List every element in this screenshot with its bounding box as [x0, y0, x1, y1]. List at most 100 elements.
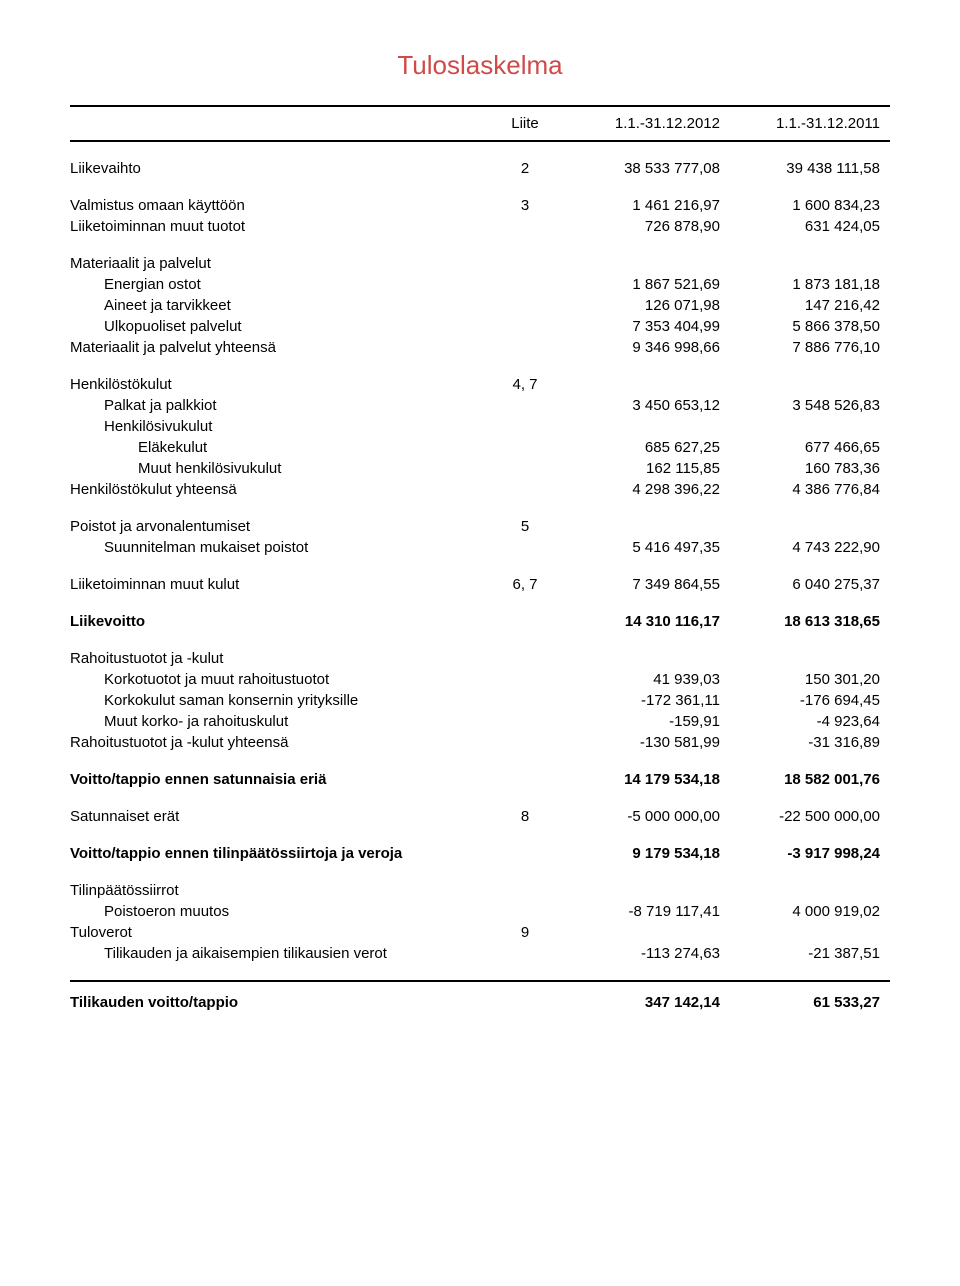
row-value-current: 7 353 404,99	[560, 316, 720, 337]
row-label: Materiaalit ja palvelut	[70, 253, 490, 274]
row-value-current: 9 346 998,66	[560, 337, 720, 358]
table-row: Aineet ja tarvikkeet 126 071,98147 216,42	[70, 295, 890, 316]
header-liite: Liite	[490, 113, 560, 134]
table-row: Tilinpäätössiirrot	[70, 880, 890, 901]
table-row: Liikevaihto238 533 777,0839 438 111,58	[70, 158, 890, 179]
row-value-current: -159,91	[560, 711, 720, 732]
row-value-previous: -3 917 998,24	[720, 843, 880, 864]
row-liite: 4, 7	[490, 374, 560, 395]
row-gap	[70, 358, 890, 374]
row-label: Liiketoiminnan muut tuotot	[70, 216, 490, 237]
row-gap	[70, 237, 890, 253]
row-gap	[70, 500, 890, 516]
table-row: Poistoeron muutos -8 719 117,414 000 919,…	[70, 901, 890, 922]
row-label: Suunnitelman mukaiset poistot	[70, 537, 490, 558]
row-label: Henkilöstökulut	[70, 374, 490, 395]
row-gap	[70, 595, 890, 611]
row-value-previous: 150 301,20	[720, 669, 880, 690]
row-label: Tilikauden ja aikaisempien tilikausien v…	[70, 943, 490, 964]
row-label: Ulkopuoliset palvelut	[70, 316, 490, 337]
table-row: Muut henkilösivukulut162 115,85160 783,3…	[70, 458, 890, 479]
row-value-current: -172 361,11	[560, 690, 720, 711]
row-label: Liikevoitto	[70, 611, 490, 632]
table-row: Voitto/tappio ennen tilinpäätössiirtoja …	[70, 843, 890, 864]
row-value-current: 1 867 521,69	[560, 274, 720, 295]
table-row: Muut korko- ja rahoituskulut-159,91-4 92…	[70, 711, 890, 732]
row-label: Satunnaiset erät	[70, 806, 490, 827]
row-liite: 2	[490, 158, 560, 179]
row-value-current: 14 310 116,17	[560, 611, 720, 632]
row-label: Korkokulut saman konsernin yrityksille	[70, 690, 490, 711]
row-value-previous: 4 000 919,02	[720, 901, 880, 922]
row-value-previous: -176 694,45	[720, 690, 880, 711]
table-row: Henkilösivukulut	[70, 416, 890, 437]
row-label: Henkilöstökulut yhteensä	[70, 479, 490, 500]
row-liite: 9	[490, 922, 560, 943]
row-value-previous: -22 500 000,00	[720, 806, 880, 827]
row-value-current: 1 461 216,97	[560, 195, 720, 216]
row-value-previous: 147 216,42	[720, 295, 880, 316]
row-label: Palkat ja palkkiot	[70, 395, 490, 416]
row-label: Rahoitustuotot ja -kulut	[70, 648, 490, 669]
table-row: Poistot ja arvonalentumiset5	[70, 516, 890, 537]
row-gap	[70, 827, 890, 843]
row-label: Voitto/tappio ennen satunnaisia eriä	[70, 769, 490, 790]
row-value-current: 3 450 653,12	[560, 395, 720, 416]
row-label: Tuloverot	[70, 922, 490, 943]
row-value-current: 9 179 534,18	[560, 843, 720, 864]
row-label: Poistoeron muutos	[70, 901, 490, 922]
table-row: Rahoitustuotot ja -kulut yhteensä-130 58…	[70, 732, 890, 753]
footer-row: Tilikauden voitto/tappio 347 142,14 61 5…	[70, 986, 890, 1019]
row-gap	[70, 864, 890, 880]
row-label: Aineet ja tarvikkeet	[70, 295, 490, 316]
row-value-previous: 4 386 776,84	[720, 479, 880, 500]
row-value-previous: 631 424,05	[720, 216, 880, 237]
row-value-previous: 1 600 834,23	[720, 195, 880, 216]
row-label: Liiketoiminnan muut kulut	[70, 574, 490, 595]
row-value-current: 126 071,98	[560, 295, 720, 316]
row-label: Rahoitustuotot ja -kulut yhteensä	[70, 732, 490, 753]
row-value-current: 685 627,25	[560, 437, 720, 458]
table-row: Korkokulut saman konsernin yrityksille -1…	[70, 690, 890, 711]
row-label: Muut korko- ja rahoituskulut	[70, 711, 490, 732]
row-label: Materiaalit ja palvelut yhteensä	[70, 337, 490, 358]
row-value-current: 5 416 497,35	[560, 537, 720, 558]
row-label: Korkotuotot ja muut rahoitustuotot	[70, 669, 490, 690]
row-value-previous: 160 783,36	[720, 458, 880, 479]
row-value-previous: 5 866 378,50	[720, 316, 880, 337]
table-row: Materiaalit ja palvelut	[70, 253, 890, 274]
row-label: Valmistus omaan käyttöön	[70, 195, 490, 216]
header-period-previous: 1.1.-31.12.2011	[720, 113, 880, 134]
table-row: Tuloverot9	[70, 922, 890, 943]
row-value-previous: 4 743 222,90	[720, 537, 880, 558]
row-value-current: 38 533 777,08	[560, 158, 720, 179]
table-row: Liiketoiminnan muut tuotot726 878,90631 …	[70, 216, 890, 237]
row-value-current: -113 274,63	[560, 943, 720, 964]
row-value-previous: 6 040 275,37	[720, 574, 880, 595]
table-row: Henkilöstökulut yhteensä 4 298 396,224 38…	[70, 479, 890, 500]
row-value-current: 4 298 396,22	[560, 479, 720, 500]
row-label: Tilinpäätössiirrot	[70, 880, 490, 901]
row-liite: 5	[490, 516, 560, 537]
row-value-current: -8 719 117,41	[560, 901, 720, 922]
table-row: Rahoitustuotot ja -kulut	[70, 648, 890, 669]
footer-value-current: 347 142,14	[560, 992, 720, 1013]
row-value-previous: 677 466,65	[720, 437, 880, 458]
table-row: Henkilöstökulut4, 7	[70, 374, 890, 395]
row-gap	[70, 753, 890, 769]
table-row: Materiaalit ja palvelut yhteensä 9 346 99…	[70, 337, 890, 358]
row-label: Poistot ja arvonalentumiset	[70, 516, 490, 537]
table-body: Liikevaihto238 533 777,0839 438 111,58 Va…	[70, 142, 890, 964]
table-row: Korkotuotot ja muut rahoitustuotot41 939…	[70, 669, 890, 690]
row-label: Henkilösivukulut	[70, 416, 490, 437]
row-label: Voitto/tappio ennen tilinpäätössiirtoja …	[70, 843, 490, 864]
row-value-previous: -31 316,89	[720, 732, 880, 753]
row-label: Energian ostot	[70, 274, 490, 295]
table-header-row: Liite 1.1.-31.12.2012 1.1.-31.12.2011	[70, 107, 890, 140]
row-value-current: 7 349 864,55	[560, 574, 720, 595]
row-value-previous: -21 387,51	[720, 943, 880, 964]
table-row: Valmistus omaan käyttöön31 461 216,971 6…	[70, 195, 890, 216]
row-value-previous: 39 438 111,58	[720, 158, 880, 179]
footer-label: Tilikauden voitto/tappio	[70, 992, 490, 1013]
row-value-current: 14 179 534,18	[560, 769, 720, 790]
